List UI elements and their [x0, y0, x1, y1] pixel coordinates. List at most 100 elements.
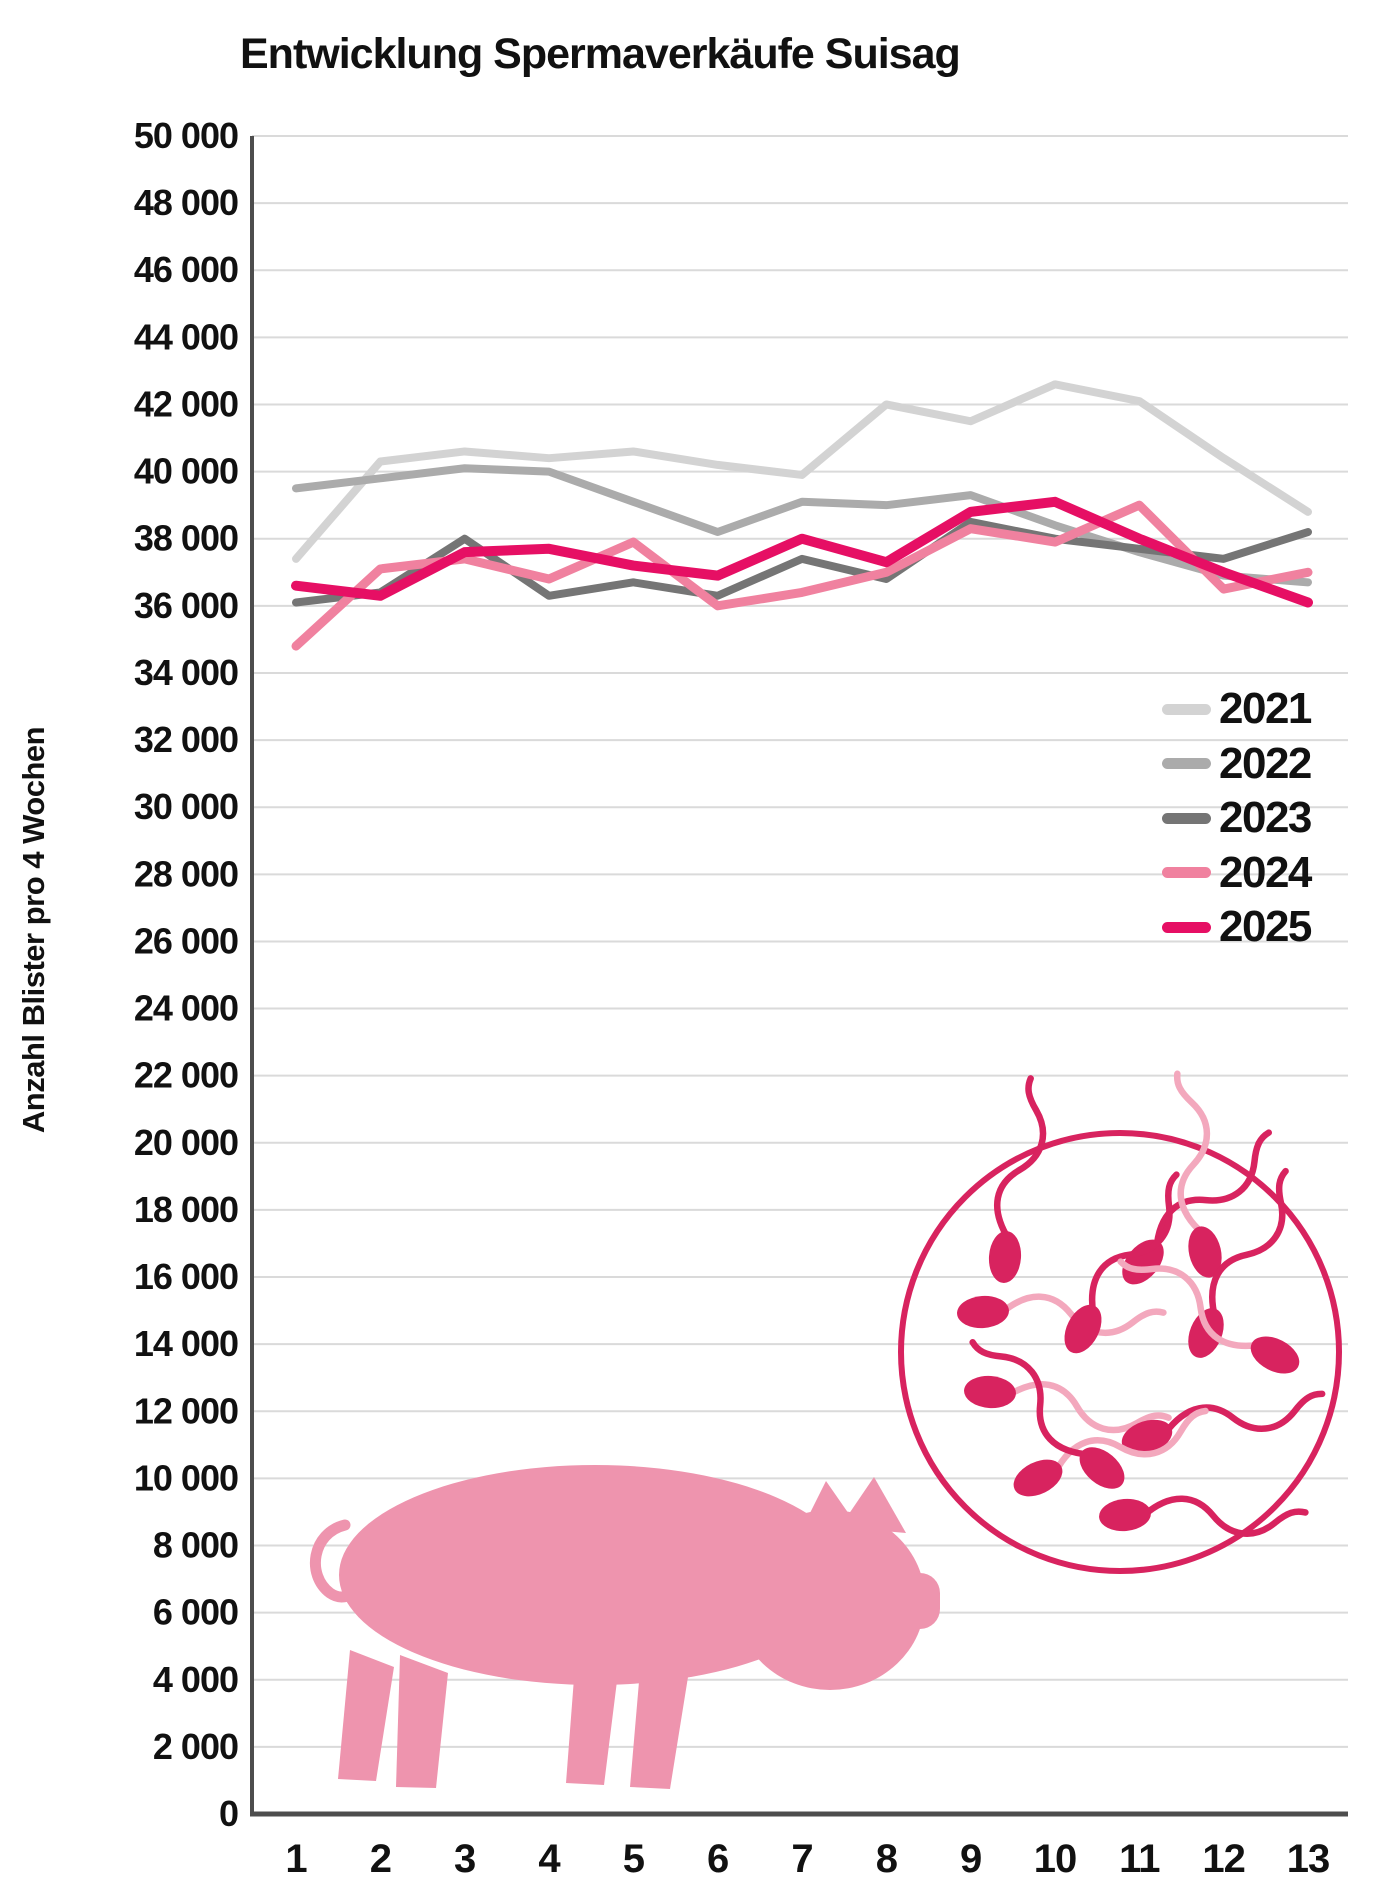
pig-leg — [338, 1650, 394, 1781]
legend-swatch-2024 — [1162, 867, 1211, 879]
sperm-head — [1013, 1459, 1063, 1497]
sperm-cell-icon — [1013, 1407, 1209, 1497]
y-tick-label: 10 000 — [134, 1457, 238, 1498]
legend-label: 2024 — [1219, 847, 1312, 897]
sperm-head — [1122, 1239, 1164, 1285]
sperm-tail — [969, 1339, 1094, 1458]
sperm-head — [1064, 1304, 1102, 1354]
sperm-cell-icon — [1173, 1070, 1222, 1278]
y-tick-label: 26 000 — [134, 920, 238, 961]
pig-leg — [396, 1655, 448, 1788]
sperm-head — [964, 1375, 1016, 1409]
sperm-head — [1121, 1419, 1173, 1455]
pig-silhouette-icon — [310, 1465, 940, 1789]
x-tick-label: 5 — [623, 1837, 645, 1881]
y-tick-label: 40 000 — [134, 451, 238, 492]
x-tick-label: 12 — [1202, 1837, 1245, 1881]
x-tick-label: 13 — [1287, 1837, 1330, 1881]
legend-item-2024: 2024 — [1162, 846, 1312, 901]
legend-swatch-2021 — [1162, 703, 1211, 715]
legend-label: 2025 — [1219, 902, 1312, 952]
sperm-tail — [1209, 1167, 1289, 1321]
sperm-head — [957, 1295, 1009, 1329]
y-tick-label: 28 000 — [134, 853, 238, 894]
x-tick-label: 6 — [707, 1837, 728, 1881]
sperm-microscope-circle-icon — [898, 1070, 1342, 1574]
x-tick-label: 10 — [1034, 1837, 1077, 1881]
sperm-tail — [1117, 1258, 1264, 1350]
legend-item-2023: 2023 — [1162, 791, 1312, 846]
sperm-cells — [957, 1070, 1326, 1537]
y-tick-label: 6 000 — [153, 1592, 238, 1633]
pig-leg — [566, 1665, 618, 1785]
sperm-cell-icon — [1188, 1167, 1289, 1358]
y-tick-label: 36 000 — [134, 585, 238, 626]
sperm-cell-icon — [1099, 1495, 1309, 1537]
y-tick-label: 16 000 — [134, 1256, 238, 1297]
y-tick-label: 4 000 — [153, 1659, 238, 1700]
data-series — [291, 380, 1313, 651]
y-tick-label: 12 000 — [134, 1390, 238, 1431]
microscope-circle-outline — [898, 1130, 1342, 1574]
series-line-2021 — [292, 380, 1312, 563]
sperm-tail — [993, 1075, 1047, 1243]
x-tick-label: 4 — [538, 1837, 561, 1881]
x-tick-label: 2 — [370, 1837, 391, 1881]
chart-legend: 2021 2022 2023 2024 2025 — [1162, 682, 1312, 955]
x-tick-label: 1 — [285, 1837, 307, 1881]
x-tick-label: 8 — [876, 1837, 898, 1881]
legend-item-2022: 2022 — [1162, 737, 1312, 792]
y-tick-label: 24 000 — [134, 988, 238, 1029]
pig-head — [735, 1510, 925, 1690]
x-tick-label: 3 — [454, 1837, 475, 1881]
sperm-tail — [1051, 1407, 1209, 1476]
y-tick-label: 46 000 — [134, 249, 238, 290]
y-tick-label: 20 000 — [134, 1122, 238, 1163]
pig-body — [339, 1465, 851, 1685]
sperm-head — [1099, 1498, 1151, 1532]
x-tick-label: 11 — [1119, 1837, 1160, 1881]
series-line-2023 — [292, 517, 1312, 607]
legend-swatch-2023 — [1162, 812, 1211, 824]
y-tick-label: 48 000 — [134, 182, 238, 223]
sperm-tail — [1004, 1380, 1172, 1434]
sperm-tail — [1161, 1390, 1326, 1438]
legend-item-2021: 2021 — [1162, 682, 1312, 737]
axes — [250, 136, 1348, 1817]
sperm-cell-icon — [988, 1075, 1047, 1283]
sperm-cell-icon — [1117, 1258, 1300, 1374]
y-tick-label: 32 000 — [134, 719, 238, 760]
y-tick-label: 14 000 — [134, 1323, 238, 1364]
sperm-head — [1079, 1447, 1125, 1489]
y-tick-label: 8 000 — [153, 1525, 238, 1566]
legend-label: 2022 — [1219, 738, 1312, 788]
y-tick-label: 18 000 — [134, 1189, 238, 1230]
chart-title: Entwicklung Spermaverkäufe Suisag — [240, 30, 961, 78]
legend-swatch-2022 — [1162, 758, 1211, 770]
y-tick-label: 34 000 — [134, 652, 238, 693]
sperm-head — [1188, 1308, 1224, 1358]
legend-swatch-2025 — [1162, 921, 1211, 933]
sperm-cell-icon — [1064, 1171, 1180, 1354]
sperm-head — [988, 1231, 1022, 1283]
y-tick-label: 50 000 — [134, 115, 238, 156]
sperm-cell-icon — [969, 1339, 1125, 1489]
pig-leg — [630, 1670, 688, 1789]
sperm-tail — [1173, 1070, 1211, 1238]
sperm-tail — [1139, 1495, 1309, 1537]
y-tick-label: 0 — [219, 1793, 238, 1834]
y-tick-label: 38 000 — [134, 518, 238, 559]
y-tick-labels: 0 2 000 4 000 6 000 8 000 10 000 12 000 14 000 1… — [134, 115, 239, 1834]
y-tick-label: 42 000 — [134, 383, 238, 424]
sperm-cell-icon — [1121, 1390, 1326, 1455]
x-tick-label: 9 — [960, 1837, 981, 1881]
legend-item-2025: 2025 — [1162, 900, 1312, 955]
series-line-2024 — [291, 500, 1313, 651]
sperm-head — [1250, 1336, 1300, 1374]
series-line-2025 — [291, 496, 1313, 608]
sperm-cell-icon — [957, 1293, 1167, 1337]
sperm-head — [1188, 1226, 1222, 1278]
y-axis-title: Anzahl Blister pro 4 Wochen — [16, 727, 51, 1133]
